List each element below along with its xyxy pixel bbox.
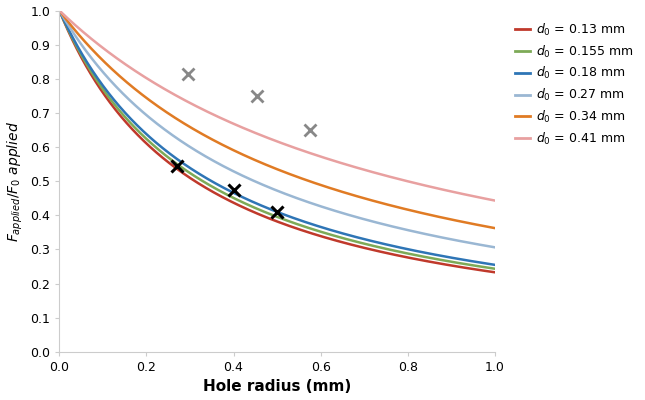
Legend: $d_0$ = 0.13 mm, $d_0$ = 0.155 mm, $d_0$ = 0.18 mm, $d_0$ = 0.27 mm, $d_0$ = 0.3: $d_0$ = 0.13 mm, $d_0$ = 0.155 mm, $d_0$…: [510, 17, 638, 152]
Y-axis label: $F_{applied}/F_{0}$ applied: $F_{applied}/F_{0}$ applied: [6, 121, 25, 242]
X-axis label: Hole radius (mm): Hole radius (mm): [203, 380, 351, 394]
